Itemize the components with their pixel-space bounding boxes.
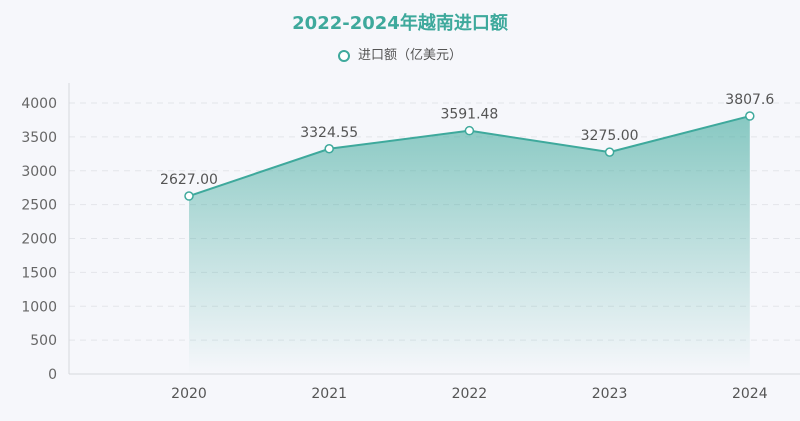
y-tick-label: 3000	[21, 164, 57, 180]
y-tick-label: 2000	[21, 232, 57, 248]
data-point	[184, 191, 194, 201]
data-label: 3591.48	[440, 107, 498, 123]
x-tick-label: 2023	[592, 386, 628, 402]
data-point	[324, 144, 334, 154]
data-label: 3324.55	[300, 125, 358, 141]
legend[interactable]: 进口额（亿美元）	[0, 44, 800, 63]
legend-marker-icon	[337, 49, 350, 62]
y-tick-label: 1000	[21, 299, 57, 315]
y-tick-label: 500	[30, 333, 57, 349]
data-label: 2627.00	[160, 172, 218, 188]
x-tick-label: 2021	[311, 386, 347, 402]
y-tick-label: 3500	[21, 130, 57, 146]
y-tick-label: 4000	[21, 96, 57, 112]
data-label: 3275.00	[581, 128, 639, 144]
data-label: 3807.6	[725, 92, 774, 108]
y-tick-label: 0	[48, 367, 57, 383]
y-tick-label: 2500	[21, 198, 57, 214]
x-tick-label: 2024	[732, 386, 768, 402]
data-point	[745, 111, 755, 121]
chart-title: 2022-2024年越南进口额	[292, 13, 508, 34]
x-tick-label: 2020	[171, 386, 207, 402]
y-tick-label: 1500	[21, 265, 57, 281]
data-point	[464, 125, 475, 136]
area-fill	[189, 116, 750, 375]
x-tick-label: 2022	[452, 386, 488, 402]
data-point	[604, 147, 615, 157]
legend-label: 进口额（亿美元）	[357, 48, 462, 63]
